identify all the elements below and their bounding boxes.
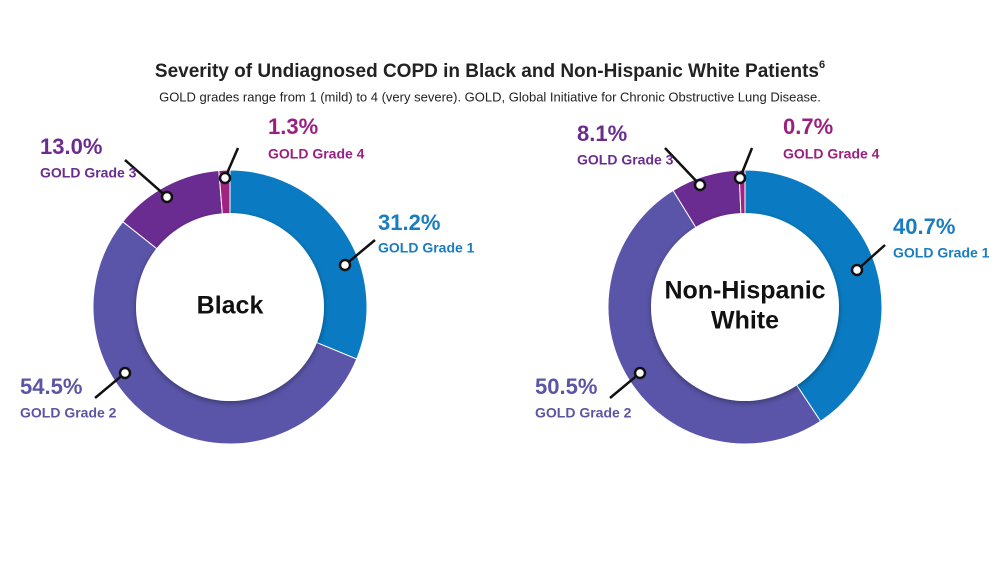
value-label: 8.1% bbox=[577, 121, 627, 146]
title-text: Severity of Undiagnosed COPD in Black an… bbox=[155, 61, 819, 82]
leader-dot bbox=[338, 258, 352, 272]
category-label: GOLD Grade 4 bbox=[783, 146, 880, 162]
value-label: 1.3% bbox=[268, 114, 318, 139]
category-label: GOLD Grade 1 bbox=[378, 240, 475, 256]
leader-line bbox=[609, 372, 641, 399]
leader-dot bbox=[633, 366, 647, 380]
leader-dot bbox=[218, 171, 232, 185]
category-label: GOLD Grade 2 bbox=[535, 405, 632, 421]
leader-dot bbox=[693, 178, 707, 192]
chart-title: Severity of Undiagnosed COPD in Black an… bbox=[155, 59, 825, 82]
category-label: GOLD Grade 4 bbox=[268, 146, 365, 162]
center-label: Black bbox=[197, 292, 264, 320]
leader-dot bbox=[733, 171, 747, 185]
category-label: GOLD Grade 3 bbox=[40, 165, 137, 181]
value-label: 31.2% bbox=[378, 210, 440, 235]
value-label: 13.0% bbox=[40, 134, 102, 159]
center-label: White bbox=[711, 307, 779, 335]
leader-line bbox=[856, 244, 886, 271]
value-label: 50.5% bbox=[535, 374, 597, 399]
value-label: 40.7% bbox=[893, 214, 955, 239]
leader-dot bbox=[118, 366, 132, 380]
center-label: Non-Hispanic bbox=[664, 277, 825, 305]
donut-hole bbox=[136, 213, 324, 401]
donut-hole bbox=[651, 213, 839, 401]
leader-line bbox=[664, 147, 701, 186]
subtitle: GOLD grades range from 1 (mild) to 4 (ve… bbox=[159, 89, 821, 104]
category-label: GOLD Grade 1 bbox=[893, 245, 990, 261]
leader-line bbox=[344, 239, 376, 266]
title-superscript: 6 bbox=[819, 59, 825, 71]
leader-dot bbox=[160, 190, 174, 204]
leader-line bbox=[94, 372, 126, 399]
leader-dot bbox=[850, 263, 864, 277]
category-label: GOLD Grade 2 bbox=[20, 405, 117, 421]
value-label: 0.7% bbox=[783, 114, 833, 139]
leader-line bbox=[124, 159, 168, 198]
category-label: GOLD Grade 3 bbox=[577, 152, 674, 168]
value-label: 54.5% bbox=[20, 374, 82, 399]
